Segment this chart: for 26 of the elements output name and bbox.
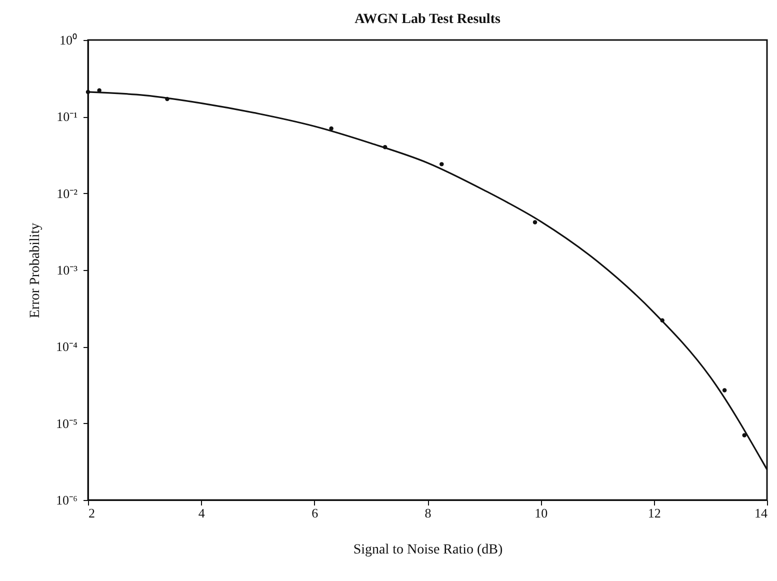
chart-title: AWGN Lab Test Results [354,12,501,27]
y-tick-label: 10⁻³ [56,262,78,278]
y-tick-label: 10⁰ [60,32,78,48]
x-tick-label: 14 [754,506,768,520]
point [532,220,538,224]
x-tick-label: 8 [424,506,432,520]
y-tick-label: 10⁻⁴ [56,339,78,354]
x-axis-title: Signal to Noise Ratio (dB) [353,542,503,558]
y-axis-title: Error Probability [28,222,43,318]
point [660,318,664,323]
x-tick-label: 4 [198,506,206,520]
point [329,126,334,131]
y-tick-label: 10⁻¹ [56,109,78,124]
x-tick-label: 6 [312,506,319,520]
x-tick-label: 12 [648,506,661,520]
y-tick-label: 10⁻² [56,186,78,201]
point [440,162,444,166]
x-tick-label: 10 [534,506,548,520]
point [742,433,746,438]
point [722,388,727,392]
point [165,96,170,102]
y-tick-label: 10⁻⁵ [56,416,78,431]
y-tick-label: 10⁻⁶ [56,492,78,508]
point [86,90,90,94]
point [382,145,388,150]
x-tick-label: 2 [88,506,95,520]
